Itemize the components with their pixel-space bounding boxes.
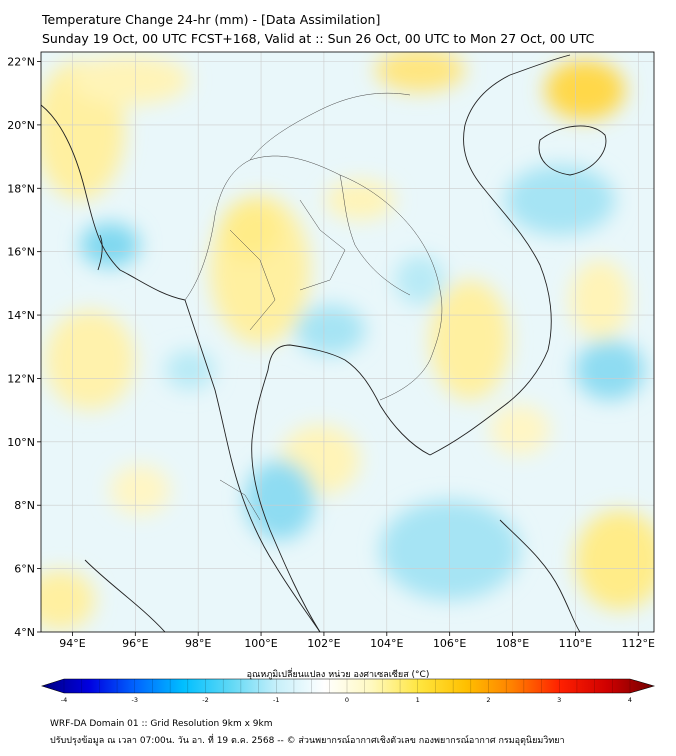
lat-tick-label: 10°N [7,436,35,449]
lon-tick-label: 96°E [122,637,148,650]
colorbar-ticks: -4 -3 -2 -1 0 1 2 3 4 [61,679,632,704]
lon-tick-label: 112°E [622,637,655,650]
lat-tick-label: 16°N [7,246,35,259]
country-borders [184,92,443,521]
lat-tick-label: 8°N [14,499,35,512]
lon-tick-label: 102°E [307,637,340,650]
lat-tick-label: 14°N [7,309,35,322]
colorbar: -4 -3 -2 -1 0 1 2 3 4 [41,678,656,704]
lat-tick-label: 20°N [7,119,35,132]
chart-title: Temperature Change 24-hr (mm) - [Data As… [42,12,381,27]
colorbar-tick-label: -4 [61,696,67,704]
map-plot-area [41,52,654,632]
colorbar-bar [41,678,656,694]
colorbar-tick-label: 0 [345,696,349,704]
lon-tick-label: 106°E [433,637,466,650]
temperature-field [41,52,654,630]
colorbar-label: อุณหภูมิเปลี่ยนแปลง หน่วย องศาเซลเซียส (… [246,670,430,680]
lat-tick-label: 18°N [7,182,35,195]
lon-tick-label: 104°E [370,637,403,650]
map-gridlines [41,52,654,632]
lat-tick-label: 4°N [14,626,35,639]
lon-tick-label: 110°E [559,637,592,650]
colorbar-tick-label: -3 [132,696,138,704]
footer-model-info: WRF-DA Domain 01 :: Grid Resolution 9km … [50,719,273,729]
colorbar-tick-label: -2 [202,696,208,704]
coastlines [41,54,607,632]
footer-update-info: ปรับปรุงข้อมูล ณ เวลา 07:00น. วัน อา. ที… [50,736,565,746]
lon-tick-label: 100°E [244,637,277,650]
lat-tick-label: 12°N [7,372,35,385]
lat-tick-label: 22°N [7,56,35,69]
longitude-ticks: 94°E 96°E 98°E 100°E 102°E 104°E 106°E 108°E 110… [59,632,655,650]
colorbar-tick-label: 1 [416,696,420,704]
colorbar-tick-label: -1 [273,696,279,704]
colorbar-tick-label: 2 [486,696,490,704]
lat-tick-label: 6°N [14,563,35,576]
map-frame [40,51,655,633]
lon-tick-label: 108°E [496,637,529,650]
colorbar-tick-label: 4 [628,696,632,704]
colorbar-tick-label: 3 [557,696,561,704]
lon-tick-label: 94°E [59,637,85,650]
lon-tick-label: 98°E [185,637,211,650]
latitude-ticks: 4°N 6°N 8°N 10°N 12°N 14°N 16°N 18°N 20°N 22°N [7,56,41,639]
chart-subtitle: Sunday 19 Oct, 00 UTC FCST+168, Valid at… [42,31,595,46]
